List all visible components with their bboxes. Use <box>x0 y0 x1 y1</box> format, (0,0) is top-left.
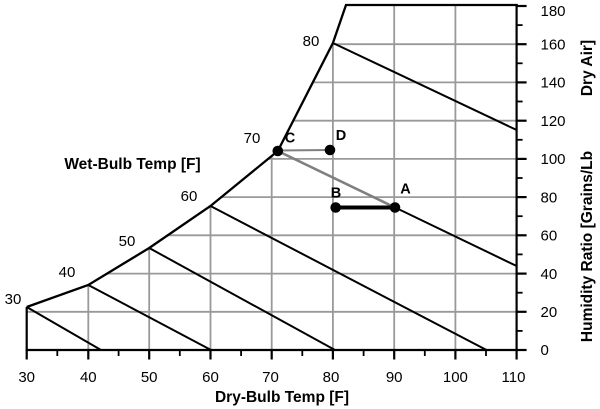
point-a-dot <box>389 202 401 213</box>
x-axis-minor-ticks <box>56 350 487 356</box>
y-tick-label: 80 <box>541 189 558 206</box>
x-tick-label: 90 <box>386 369 403 386</box>
y-axis-minor-ticks <box>516 24 523 332</box>
y-axis-title-line2: Dry Air] <box>579 40 596 96</box>
wet-bulb-label-40: 40 <box>59 264 76 281</box>
x-tick-label: 50 <box>141 369 158 386</box>
wet-bulb-label-50: 50 <box>119 233 136 250</box>
y-axis-major-ticks <box>516 4 527 352</box>
x-axis-major-ticks <box>25 350 518 360</box>
wet-bulb-axis-title: Wet-Bulb Temp [F] <box>64 156 200 173</box>
point-a-label: A <box>400 182 411 198</box>
point-b-dot <box>330 202 342 213</box>
wet-bulb-label-30: 30 <box>5 291 22 308</box>
y-tick-label: 0 <box>541 342 549 359</box>
y-tick-label: 40 <box>541 266 558 283</box>
y-tick-label: 100 <box>541 151 566 168</box>
y-axis-title-line1: Humidity Ratio [Grains/Lb <box>579 151 596 342</box>
wet-bulb-label-80: 80 <box>303 33 320 50</box>
point-c-label: C <box>285 131 296 147</box>
saturation-curve <box>26 4 348 309</box>
y-tick-label: 140 <box>541 75 566 92</box>
x-tick-label: 80 <box>323 369 340 386</box>
wet-bulb-line-80 <box>332 42 518 131</box>
process-line-c-a <box>277 149 396 209</box>
point-d-dot <box>324 144 336 156</box>
point-b-label: B <box>331 186 341 202</box>
y-tick-label: 60 <box>541 228 558 245</box>
x-tick-label: 40 <box>80 369 97 386</box>
y-axis-tick-labels: 0 20 40 60 80 100 120 140 160 180 <box>541 3 566 359</box>
wet-bulb-line-30 <box>26 306 102 351</box>
y-tick-label: 120 <box>541 113 566 130</box>
point-c-dot <box>272 145 284 157</box>
point-d-label: D <box>336 128 346 144</box>
wet-bulb-label-60: 60 <box>181 188 198 205</box>
x-tick-label: 110 <box>502 369 526 386</box>
wet-bulb-value-labels: 30 40 50 60 70 80 <box>5 33 320 308</box>
wet-bulb-line-40 <box>87 284 212 351</box>
process-line-c-d <box>277 149 331 152</box>
wet-bulb-line-50 <box>148 247 336 351</box>
y-tick-label: 180 <box>541 3 566 20</box>
x-tick-label: 60 <box>202 369 219 386</box>
x-tick-label: 70 <box>262 369 279 386</box>
wet-bulb-line-60 <box>210 205 487 351</box>
y-tick-label: 20 <box>541 304 558 321</box>
x-axis-tick-labels: 30 40 50 60 70 80 90 100 110 <box>18 369 525 386</box>
y-tick-label: 160 <box>541 36 566 53</box>
gridlines <box>26 5 517 350</box>
x-axis-title: Dry-Bulb Temp [F] <box>215 389 349 406</box>
x-tick-label: 100 <box>443 369 468 386</box>
wet-bulb-label-70: 70 <box>244 130 261 147</box>
x-tick-label: 30 <box>18 369 35 386</box>
